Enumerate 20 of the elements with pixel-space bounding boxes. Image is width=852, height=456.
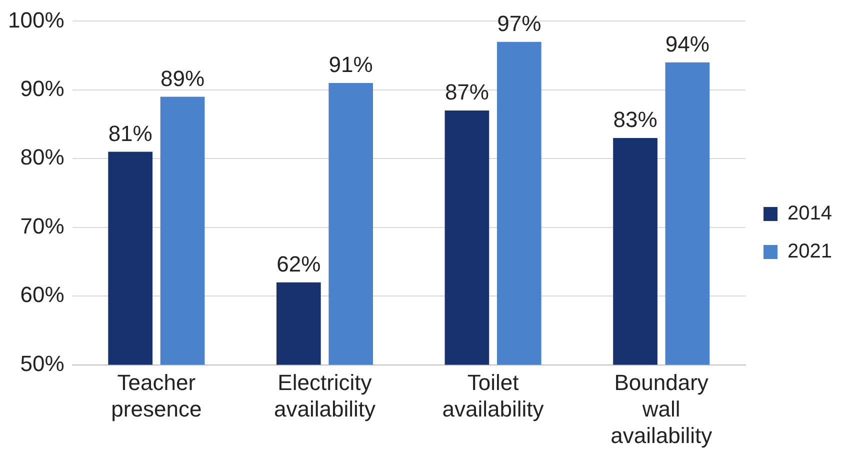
data-label: 83% xyxy=(613,107,658,132)
data-label: 91% xyxy=(328,52,373,78)
data-label: 97% xyxy=(497,10,542,36)
x-tick-label: Teacher presence xyxy=(111,370,202,422)
y-tick-label: 70% xyxy=(20,213,64,238)
x-tick-label: Boundary wall availability xyxy=(610,370,712,448)
data-label: 62% xyxy=(276,251,321,276)
legend-label: 2014 xyxy=(788,202,832,225)
y-tick-label: 60% xyxy=(20,282,64,308)
y-tick-label: 90% xyxy=(20,76,64,101)
data-label: 87% xyxy=(444,80,489,105)
y-tick-label: 100% xyxy=(8,7,64,32)
y-tick-label: 50% xyxy=(20,350,64,376)
x-tick-label: Electricity availability xyxy=(274,370,376,422)
data-label: 89% xyxy=(160,66,205,91)
legend-label: 2021 xyxy=(788,240,832,263)
y-tick-label: 80% xyxy=(20,144,64,170)
data-label: 81% xyxy=(108,120,152,146)
data-label: 94% xyxy=(665,31,710,56)
x-tick-label: Toilet availability xyxy=(442,370,544,422)
